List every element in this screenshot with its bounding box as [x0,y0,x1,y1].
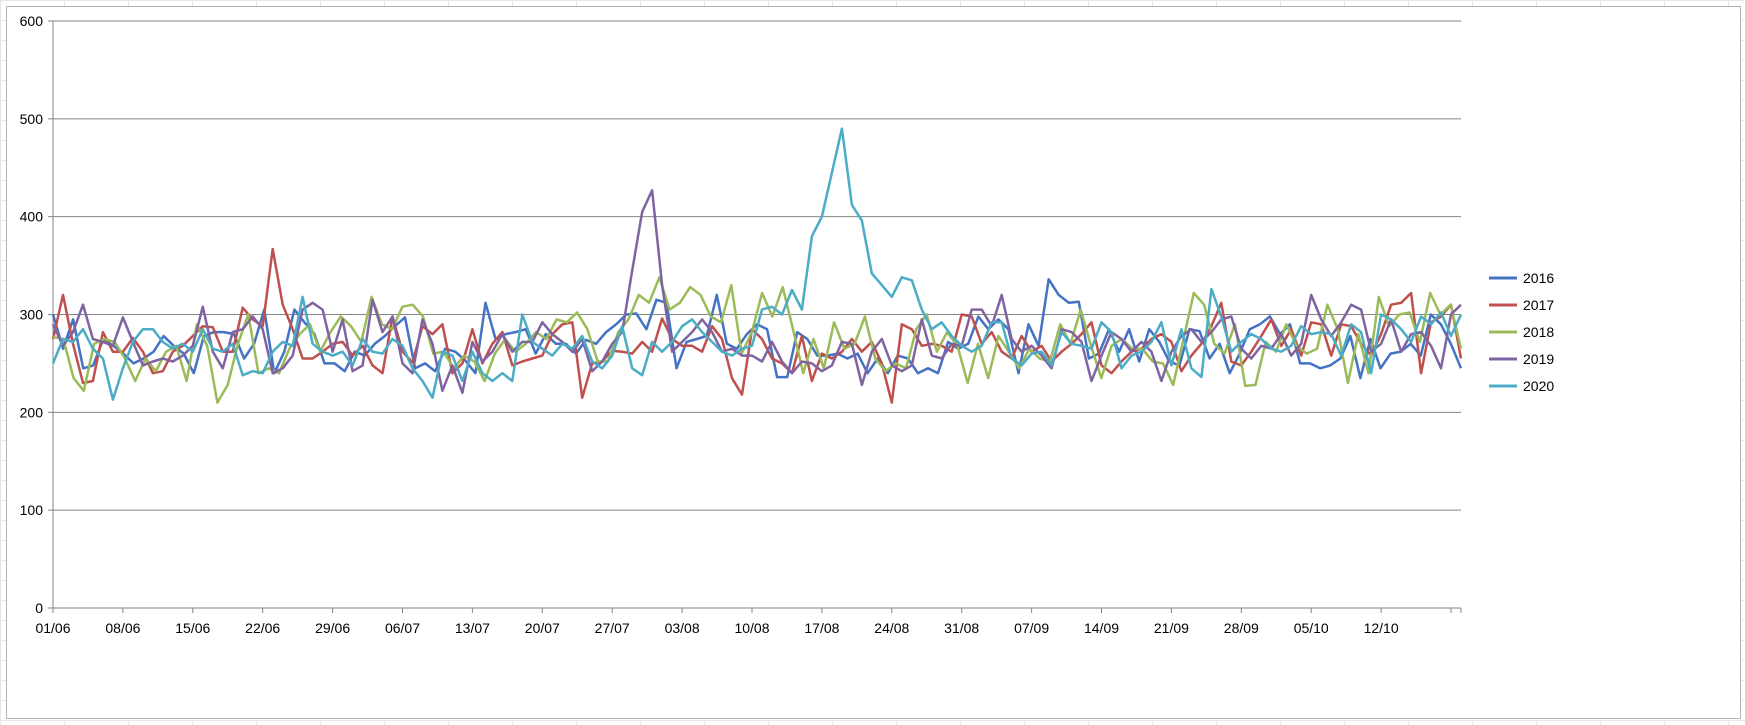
legend: 2016 2017 2018 2019 2020 [1489,270,1554,394]
x-tick-label: 14/09 [1084,620,1119,636]
legend-label-2016: 2016 [1523,270,1554,286]
x-tick-label: 01/06 [35,620,70,636]
axes: 0 100 200 300 400 500 600 01/06 08/06 15/06 22/06 2… [20,13,1462,636]
y-tick-label: 600 [20,13,44,29]
x-tick-label: 07/09 [1014,620,1049,636]
x-tick-label: 08/06 [105,620,140,636]
x-tick-label: 27/07 [595,620,630,636]
legend-label-2019: 2019 [1523,351,1554,367]
x-tick-label: 20/07 [525,620,560,636]
x-tick-label: 29/06 [315,620,350,636]
series-line-2019 [51,189,1462,395]
x-tick-label: 21/09 [1154,620,1189,636]
x-tick-label: 05/10 [1294,620,1329,636]
x-tick-label: 31/08 [944,620,979,636]
x-tick-label: 06/07 [385,620,420,636]
legend-label-2017: 2017 [1523,297,1554,313]
chart-area: 0 100 200 300 400 500 600 01/06 08/06 15/06 22/06 2… [6,6,1741,719]
series-line-2020 [51,127,1463,401]
series-lines [51,127,1463,404]
line-chart: 0 100 200 300 400 500 600 01/06 08/06 15/06 22/06 2… [20,13,1555,636]
x-tick-label: 24/08 [874,620,909,636]
y-tick-label: 300 [20,307,44,323]
legend-label-2018: 2018 [1523,324,1554,340]
legend-label-2020: 2020 [1523,378,1554,394]
y-tick-label: 400 [20,209,44,225]
y-tick-label: 200 [20,404,44,420]
x-tick-label: 28/09 [1224,620,1259,636]
series-line-2018 [52,276,1463,404]
x-tick-label: 10/08 [734,620,769,636]
y-tick-label: 500 [20,111,44,127]
x-tick-label: 22/06 [245,620,280,636]
x-tick-label: 03/08 [665,620,700,636]
y-tick-label: 100 [20,502,44,518]
x-tick-label: 15/06 [175,620,210,636]
x-tick-label: 12/10 [1364,620,1399,636]
x-tick-label: 17/08 [804,620,839,636]
x-tick-label: 13/07 [455,620,490,636]
gridlines [53,20,1461,511]
y-tick-label: 0 [35,600,43,616]
